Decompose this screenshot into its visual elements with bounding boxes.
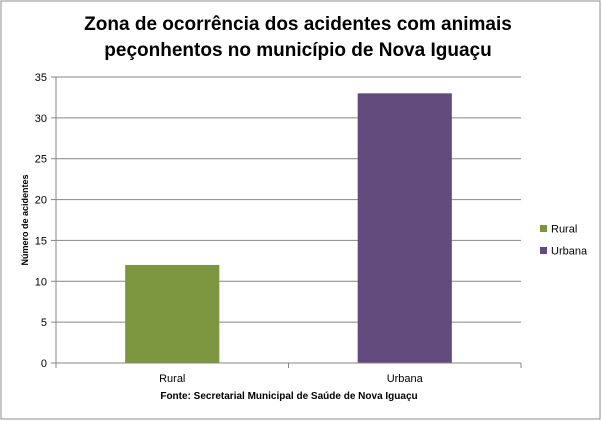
- y-tick-label: 35: [35, 72, 47, 84]
- x-axis-ticks: Rural Urbana: [55, 363, 522, 385]
- x-tick-label: Rural: [159, 373, 185, 385]
- chart-title-line-2: peçonhentos no município de Nova Iguaçu: [104, 40, 491, 61]
- legend-label-urbana: Urbana: [551, 246, 588, 258]
- y-axis-ticks: 0 5 10 15 20 25 30 35: [35, 72, 56, 370]
- legend: Rural Urbana: [540, 224, 588, 258]
- x-tick-label: Urbana: [387, 373, 424, 385]
- x-axis-label: Fonte: Secretarial Municipal de Saúde de…: [160, 391, 417, 402]
- y-tick-label: 5: [41, 317, 47, 329]
- y-tick-label: 15: [35, 235, 47, 247]
- bar-rural: [125, 264, 220, 363]
- y-tick-label: 10: [35, 276, 47, 288]
- y-tick-label: 20: [35, 195, 47, 207]
- legend-label-rural: Rural: [551, 224, 577, 236]
- legend-swatch-rural: [540, 225, 547, 232]
- y-tick-label: 30: [35, 113, 47, 125]
- y-tick-label: 25: [35, 154, 47, 166]
- bar-urbana: [357, 93, 452, 363]
- y-axis-label: Número de acidentes: [20, 174, 30, 265]
- chart-title-line-1: Zona de ocorrência dos acidentes com ani…: [84, 14, 512, 35]
- legend-swatch-urbana: [540, 247, 547, 254]
- bars: [125, 93, 452, 363]
- y-tick-label: 0: [41, 358, 47, 370]
